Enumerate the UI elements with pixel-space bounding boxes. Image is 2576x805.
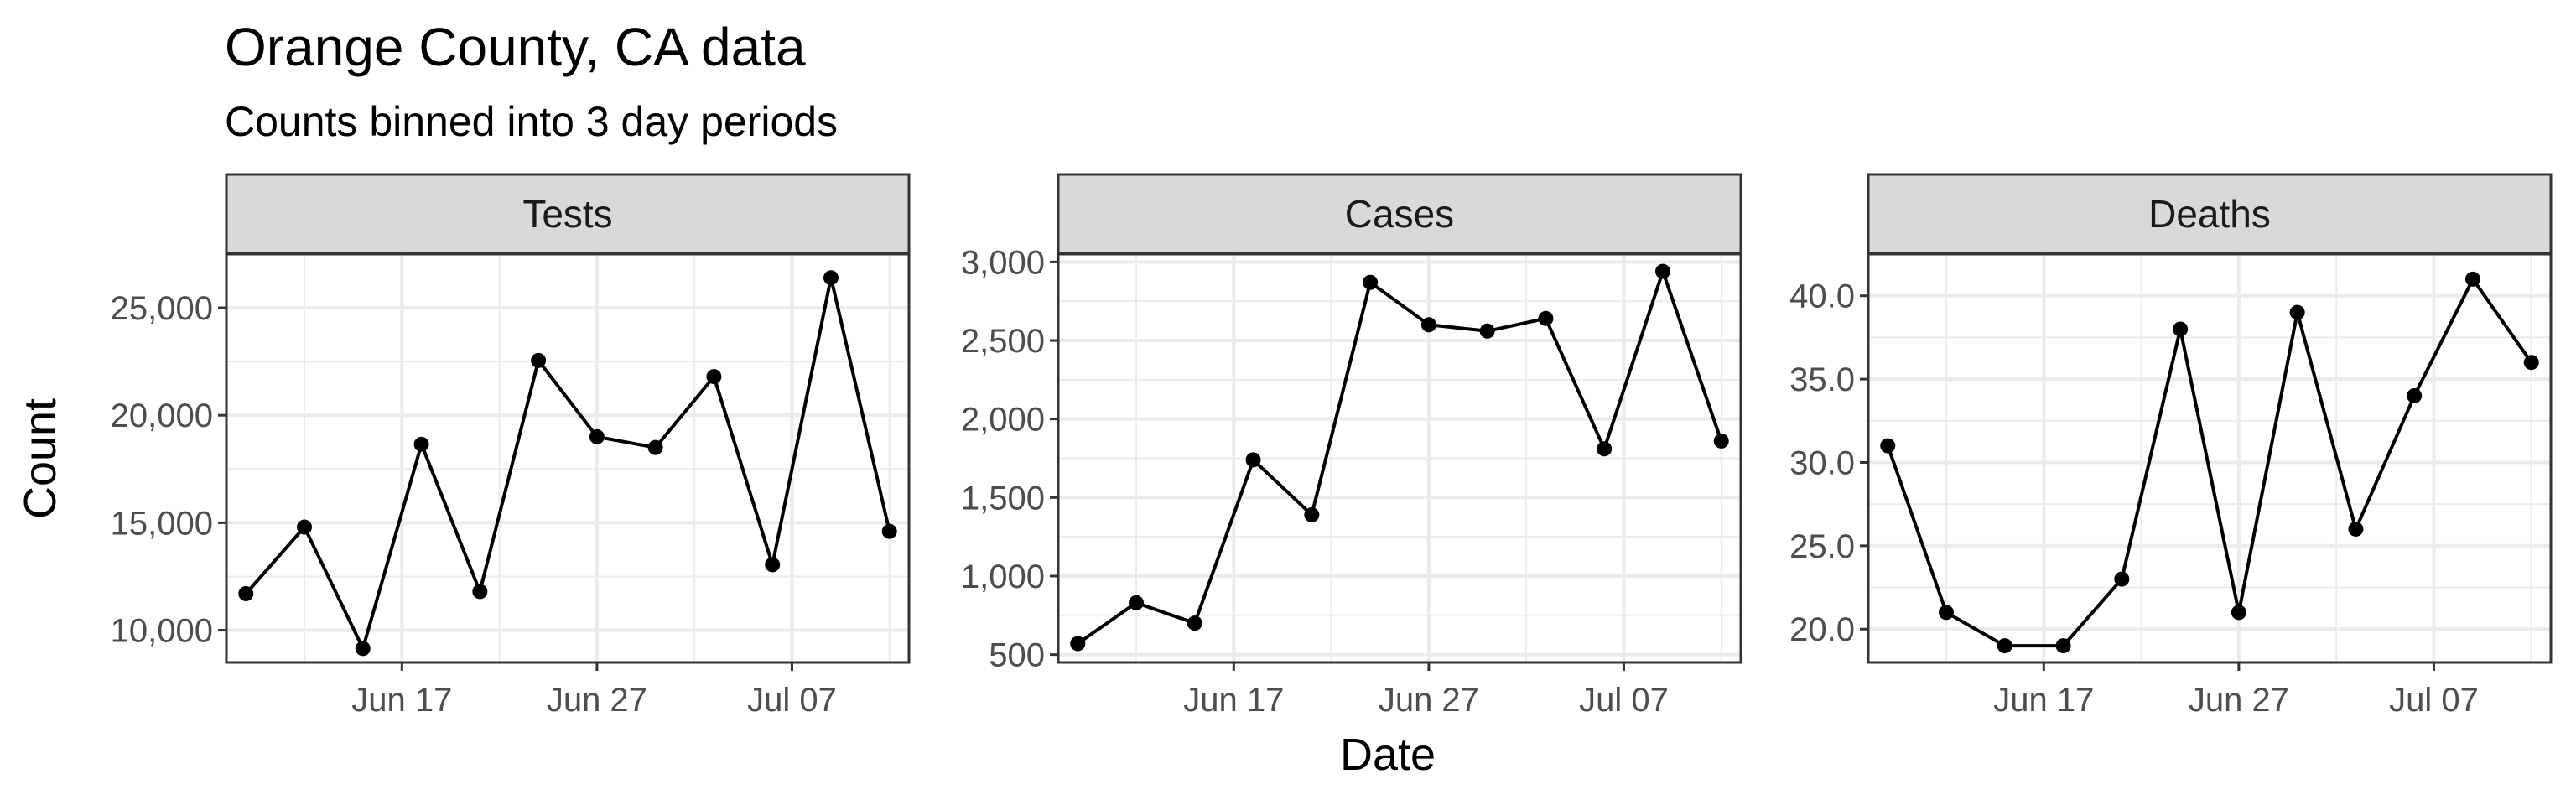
data-point [706,369,722,385]
data-point [1420,317,1436,333]
data-point [2348,521,2364,537]
data-point [1070,636,1086,652]
data-point [1245,452,1261,468]
facet-strip [225,173,911,255]
data-point [2523,355,2539,371]
x-tick-label: Jun 17 [1993,682,2094,719]
data-point [238,585,254,601]
x-tick-label: Jul 07 [1579,682,1669,719]
facet-strip-label: Tests [522,192,612,236]
data-point [881,523,897,539]
y-tick-label: 1,000 [961,558,1045,595]
data-point [2289,304,2305,320]
y-tick-label: 3,000 [961,244,1045,281]
y-tick-label: 500 [989,637,1045,674]
data-point [2407,387,2423,403]
panel-background [226,254,909,662]
data-point [589,428,605,444]
data-point [2464,271,2480,287]
data-point [1939,605,1955,621]
x-tick-label: Jun 17 [1183,682,1284,719]
y-tick-label: 10,000 [111,613,213,650]
y-tick-label: 40.0 [1789,278,1855,315]
chart-title: Orange County, CA data [225,17,806,77]
series-line [1886,277,2533,648]
x-tick-label: Jun 17 [351,682,452,719]
facet-strip [1867,173,2553,255]
panel-deaths: Deaths 20.0 25.0 30.0 35.0 40.0 Jun 17 Jun 27 Ju… [1789,173,2553,719]
data-point [1538,310,1554,326]
panel-background [1868,254,2551,662]
panel-cases: Cases 500 1,000 1,500 2,000 2,500 3,000 Jun 17 J… [961,173,1742,719]
data-point [1304,506,1320,522]
data-point [1129,595,1145,610]
data-point [823,270,839,286]
y-tick-label: 2,000 [961,402,1045,439]
data-point [1479,323,1495,339]
y-tick-label: 30.0 [1789,444,1855,481]
y-axis-label: Count [15,398,65,519]
y-tick-label: 1,500 [961,480,1045,517]
data-point [1997,638,2012,654]
y-tick-label: 25.0 [1789,528,1855,565]
data-point [647,439,663,455]
data-point [355,641,371,657]
data-point [1713,433,1729,449]
y-tick-label: 15,000 [111,505,213,542]
data-point [297,519,313,535]
x-tick-label: Jun 27 [2189,682,2289,719]
data-point [2173,321,2189,337]
y-tick-label: 20.0 [1789,611,1855,648]
y-tick-label: 20,000 [111,397,213,434]
chart-subtitle: Counts binned into 3 day periods [225,98,838,145]
panel-tests: Tests 10,000 15,000 20,000 25,000 Jun 17 Jun 2… [111,173,911,719]
x-tick-label: Jul 07 [747,682,837,719]
data-point [1363,274,1379,290]
y-tick-label: 35.0 [1789,361,1855,398]
x-tick-label: Jul 07 [2389,682,2479,719]
facet-panels: Tests 10,000 15,000 20,000 25,000 Jun 17 Jun 2… [111,173,2553,719]
data-point [2114,571,2130,587]
facet-strip-label: Cases [1345,192,1454,236]
series-line [1077,269,1723,646]
facet-strip [1057,173,1742,255]
y-tick-label: 25,000 [111,290,213,327]
series-line [244,276,891,651]
data-point [413,436,429,452]
data-point [1597,441,1613,457]
y-tick-label: 2,500 [961,323,1045,360]
facet-strip-label: Deaths [2148,192,2271,236]
x-tick-label: Jun 27 [1379,682,1479,719]
data-point [2231,605,2246,621]
data-point [765,557,781,573]
data-point [472,584,488,600]
x-tick-label: Jun 27 [547,682,647,719]
data-point [2055,638,2071,654]
x-axis-label: Date [1340,730,1436,780]
data-point [531,352,547,368]
data-point [1880,438,1896,454]
data-point [1654,263,1670,279]
data-point [1187,615,1202,631]
